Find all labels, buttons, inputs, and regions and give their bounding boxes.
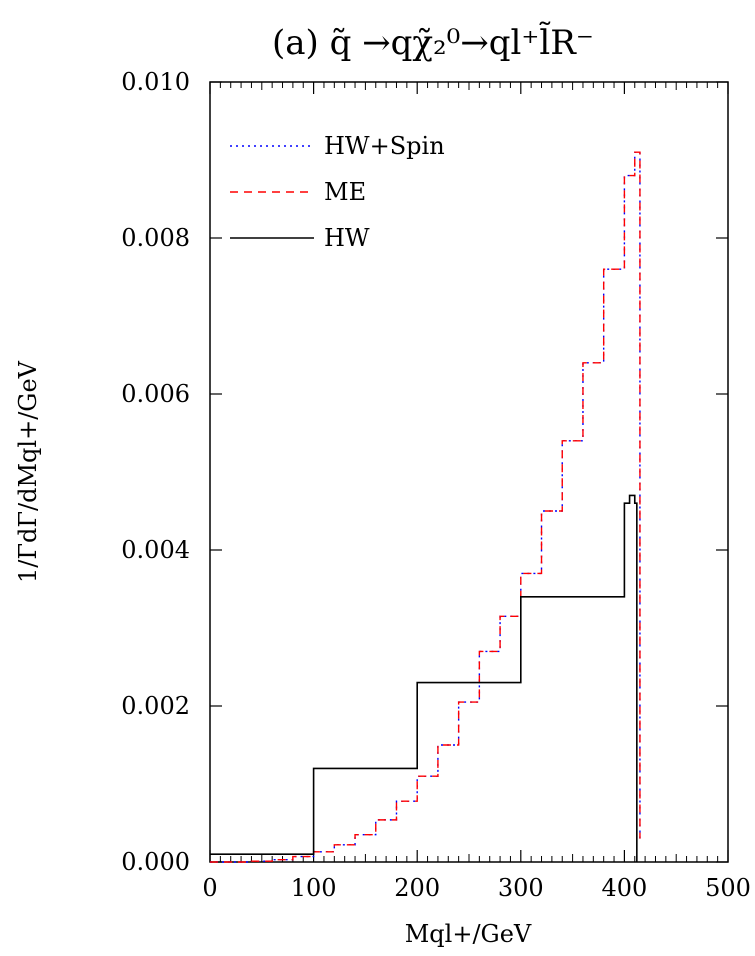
x-tick-label: 400 xyxy=(601,874,647,902)
chart-title-text: (a) q̃ →qχ̃₂⁰→ql⁺l̃R⁻ xyxy=(272,22,594,63)
legend-label: HW+Spin xyxy=(324,132,445,160)
x-tick-label: 0 xyxy=(202,874,217,902)
plot-frame-border xyxy=(209,81,729,863)
x-axis-label: Mql+/GeV xyxy=(405,920,532,948)
y-tick-label: 0.008 xyxy=(121,224,190,252)
y-tick-label: 0.006 xyxy=(121,380,190,408)
legend-label: HW xyxy=(324,224,370,252)
x-tick-label: 200 xyxy=(394,874,440,902)
series-line-me xyxy=(210,151,641,863)
y-tick-label: 0.010 xyxy=(121,68,190,96)
x-tick-label: 500 xyxy=(705,874,751,902)
series-line-hwplusspin xyxy=(210,151,641,863)
legend-label: ME xyxy=(324,178,366,206)
legend: HW+Spin ME HW xyxy=(230,132,445,252)
x-tick-label: 100 xyxy=(291,874,337,902)
y-axis-label: 1/ΓdΓ/dMql+/GeV xyxy=(14,360,42,583)
axis-tick-labels: 0 100 200 300 400 500 0.000 0.002 0.004 0.006 0.00… xyxy=(121,68,751,902)
axis-ticks xyxy=(209,81,729,863)
series-lines xyxy=(210,151,641,863)
y-tick-label: 0.000 xyxy=(121,848,190,876)
x-tick-label: 300 xyxy=(498,874,544,902)
plot-frame xyxy=(209,81,729,863)
series-line-hw xyxy=(210,494,638,862)
y-tick-label: 0.004 xyxy=(121,536,190,564)
y-tick-label: 0.002 xyxy=(121,692,190,720)
chart-title: (a) q̃ →qχ̃₂⁰→ql⁺l̃R⁻ xyxy=(272,22,594,63)
